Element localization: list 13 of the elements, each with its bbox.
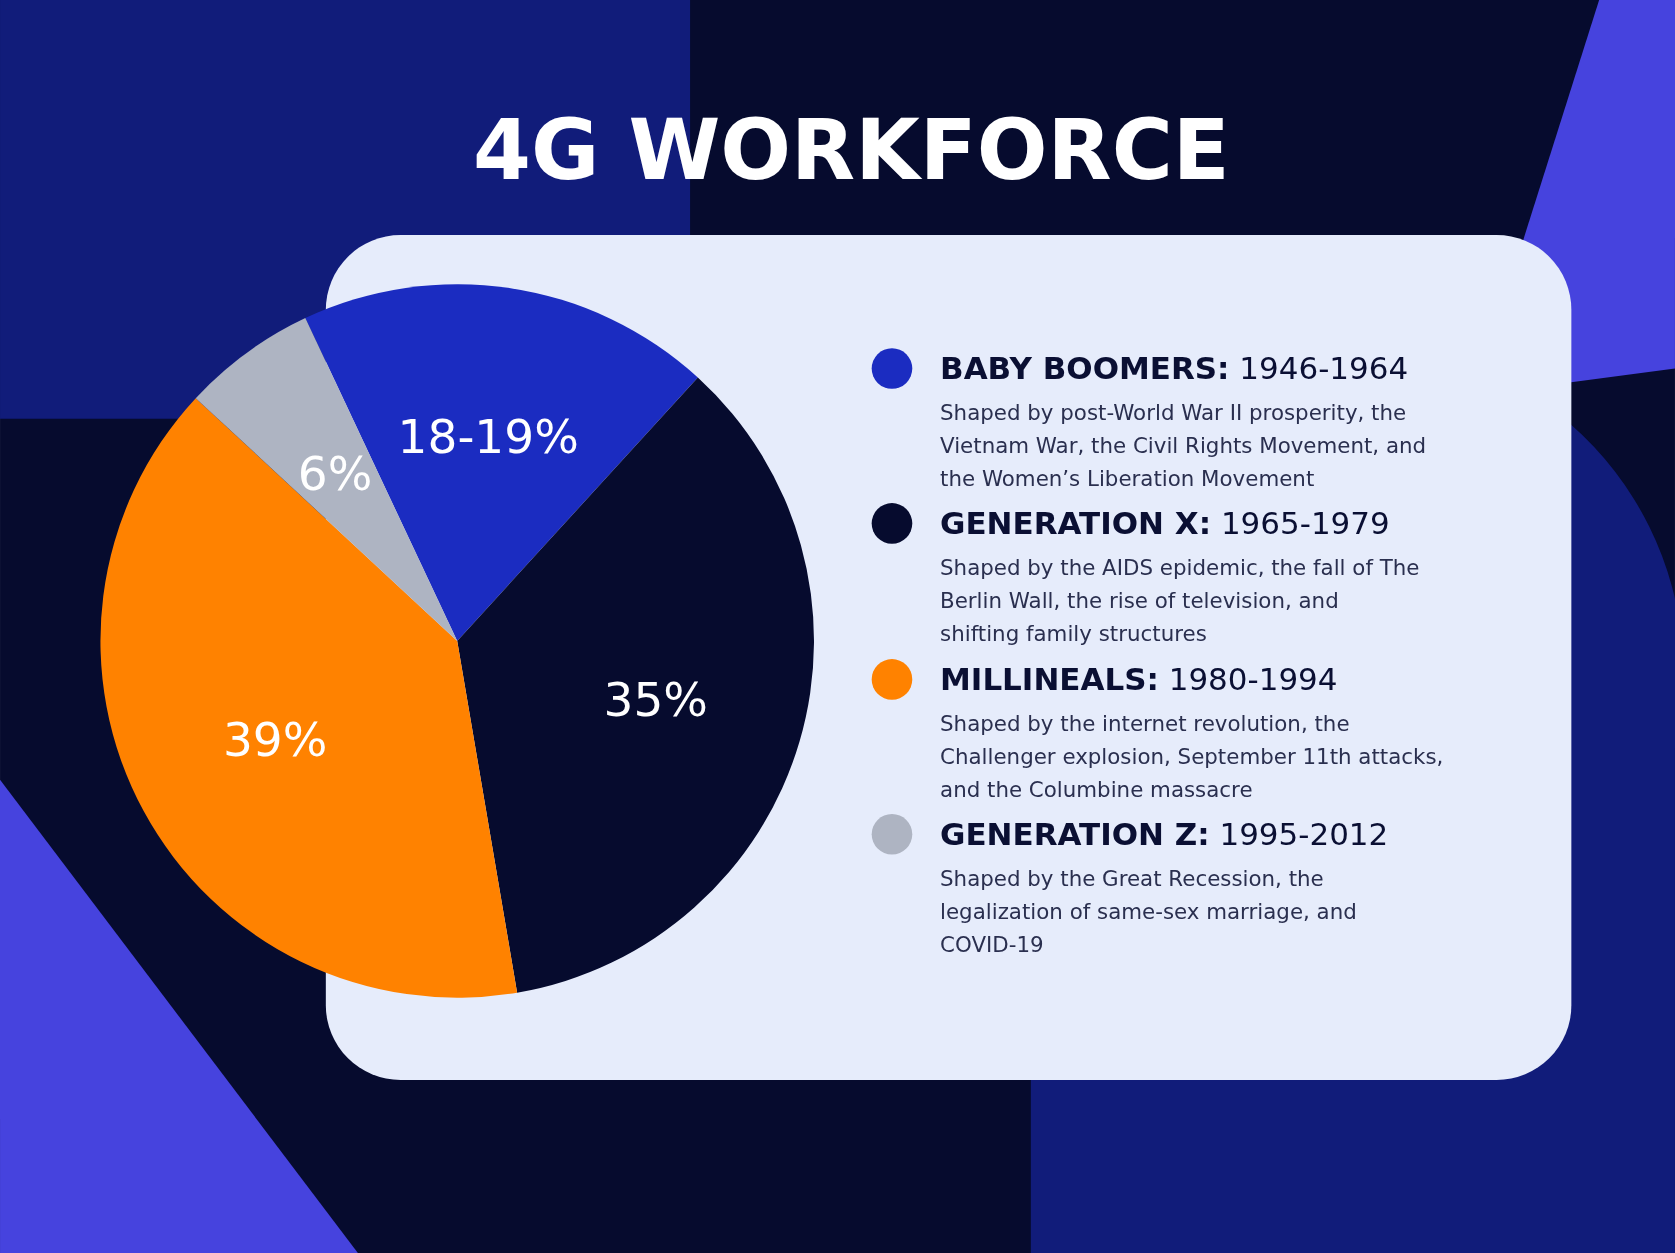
- data-label: 39%: [222, 711, 328, 767]
- text: Shaped by the AIDS epidemic, the fall of The Berlin Wall, the rise of television, and shifting family structures: [940, 554, 1420, 646]
- chart-title: 4G WORKFORCE: [473, 101, 1230, 199]
- data-label: 18-19%: [397, 408, 579, 464]
- legend-label: BABY BOOMERS: 1946-1964: [940, 350, 1409, 387]
- data-label: 35%: [603, 671, 708, 727]
- text: Shaped by post-World War II prosperity, the Vietnam War, the Civil Rights Movement, and the Women’s Liberation Movement: [940, 399, 1427, 492]
- legend-label: GENERATION X: 1965-1979: [940, 505, 1390, 542]
- text: Shaped by the Great Recession, the legalization of same-sex marriage, and COVID-19: [940, 865, 1357, 957]
- data-label: 6%: [297, 446, 373, 502]
- text: Shaped by the internet revolution, the Challenger explosion, September 11th attacks, and the Columbine massacre: [940, 710, 1444, 802]
- legend-label: MILLINEALS: 1980-1994: [940, 661, 1338, 698]
- legend-label: GENERATION Z: 1995-2012: [940, 816, 1389, 853]
